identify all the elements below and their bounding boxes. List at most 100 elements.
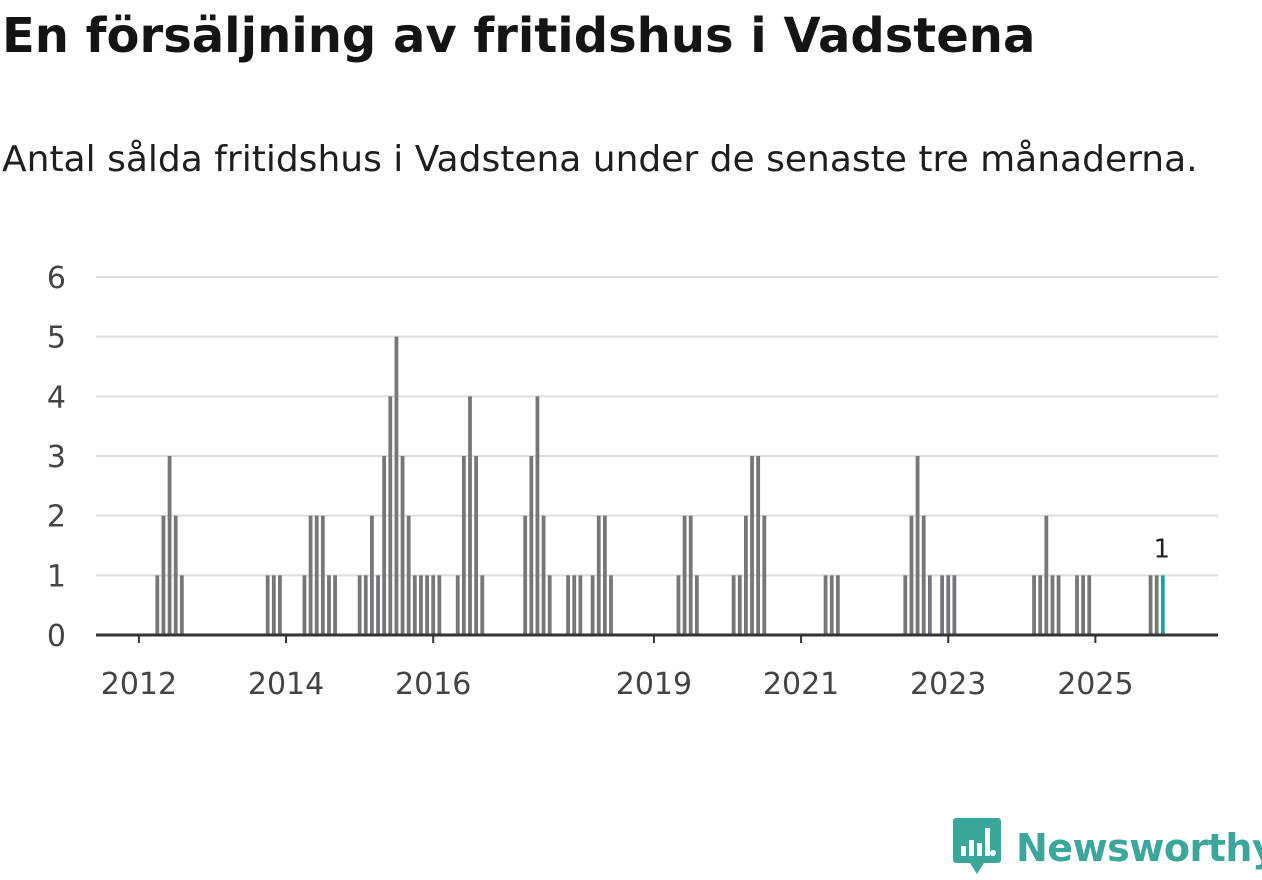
- bar: [388, 396, 393, 635]
- bar: [320, 515, 325, 635]
- bar: [1038, 575, 1043, 635]
- bar: [940, 575, 944, 635]
- bar: [523, 515, 528, 635]
- bar: [731, 575, 736, 635]
- bar: [278, 575, 282, 635]
- x-tick-label: 2012: [101, 667, 177, 702]
- bar: [578, 575, 583, 635]
- bar: [474, 456, 479, 635]
- bars: [155, 336, 1165, 635]
- bar: [179, 575, 184, 635]
- bar: [327, 575, 331, 635]
- bar: [425, 575, 429, 635]
- bar: [823, 575, 828, 635]
- y-tick-label: 6: [47, 261, 66, 296]
- bar: [314, 515, 319, 635]
- y-tick-label: 2: [47, 500, 66, 535]
- bar: [302, 575, 307, 635]
- bar: [609, 575, 613, 635]
- bar: [1056, 575, 1061, 635]
- x-tick-label: 2016: [395, 667, 471, 702]
- x-tick-label: 2019: [616, 667, 692, 702]
- bar: [590, 575, 595, 635]
- bar: [461, 456, 466, 635]
- bar: [357, 575, 362, 635]
- bar: [688, 515, 693, 635]
- bar: [468, 396, 472, 635]
- gridlines: [96, 276, 1218, 577]
- bar: [363, 575, 368, 635]
- bar: [909, 515, 914, 635]
- bar: [173, 515, 178, 635]
- bar: [744, 515, 748, 635]
- y-tick-label: 3: [47, 440, 66, 475]
- bar: [271, 575, 276, 635]
- y-tick-label: 4: [47, 380, 66, 415]
- bar: [682, 515, 687, 635]
- bar: [437, 575, 442, 635]
- bar: [1154, 575, 1159, 635]
- bar: [952, 575, 957, 635]
- x-tick-label: 2025: [1057, 667, 1133, 702]
- brand-logo: Newsworthy: [952, 818, 1262, 878]
- bar: [308, 515, 313, 635]
- bar: [1044, 515, 1049, 635]
- y-tick-label: 1: [47, 559, 66, 594]
- bar: [480, 575, 485, 635]
- y-tick-label: 0: [47, 619, 66, 654]
- bar: [376, 575, 380, 635]
- data-label: 1: [1154, 534, 1171, 564]
- bar: [1075, 575, 1079, 635]
- bar: [541, 515, 546, 635]
- bar: [155, 575, 160, 635]
- bar: [394, 336, 399, 635]
- bar: [572, 575, 577, 635]
- bar: [1081, 575, 1086, 635]
- bar: [762, 515, 767, 635]
- bar: [412, 575, 417, 635]
- bar: [529, 456, 534, 635]
- bar: [1148, 575, 1153, 635]
- bar: [835, 575, 840, 635]
- axes: [96, 633, 1218, 643]
- bar: [829, 575, 834, 635]
- bar: [455, 575, 460, 635]
- bar: [265, 575, 270, 635]
- bar: [406, 515, 411, 635]
- bar: [431, 575, 436, 635]
- bar: [737, 575, 742, 635]
- bar: [370, 515, 374, 635]
- x-tick-label: 2021: [763, 667, 839, 702]
- brand-name: Newsworthy: [1016, 826, 1262, 870]
- bar: [400, 456, 405, 635]
- bar: [333, 575, 338, 635]
- bar: [566, 575, 570, 635]
- bar: [596, 515, 601, 635]
- bar: [903, 575, 908, 635]
- bar: [547, 575, 552, 635]
- bar: [921, 515, 926, 635]
- bar: [419, 575, 423, 635]
- chart-title: En försäljning av fritidshus i Vadstena: [2, 8, 1036, 64]
- chart-subtitle: Antal sålda fritidshus i Vadstena under …: [2, 139, 1198, 180]
- x-tick-label: 2023: [910, 667, 986, 702]
- bar-chart-speech-bubble-icon: [952, 816, 1002, 880]
- bar: [756, 456, 761, 635]
- bar: [535, 396, 540, 635]
- bar: [382, 456, 387, 635]
- bar: [161, 515, 166, 635]
- bar: [602, 515, 607, 635]
- bar: [1087, 575, 1092, 635]
- bar: [1032, 575, 1036, 635]
- bar: [750, 456, 754, 635]
- bar: [915, 456, 920, 635]
- bar: [946, 575, 951, 635]
- y-tick-label: 5: [47, 321, 66, 356]
- highlighted-bar: [1160, 575, 1165, 635]
- bar: [167, 456, 172, 635]
- bar: [927, 575, 932, 635]
- bar: [1050, 575, 1055, 635]
- bar: [676, 575, 681, 635]
- x-tick-label: 2014: [248, 667, 324, 702]
